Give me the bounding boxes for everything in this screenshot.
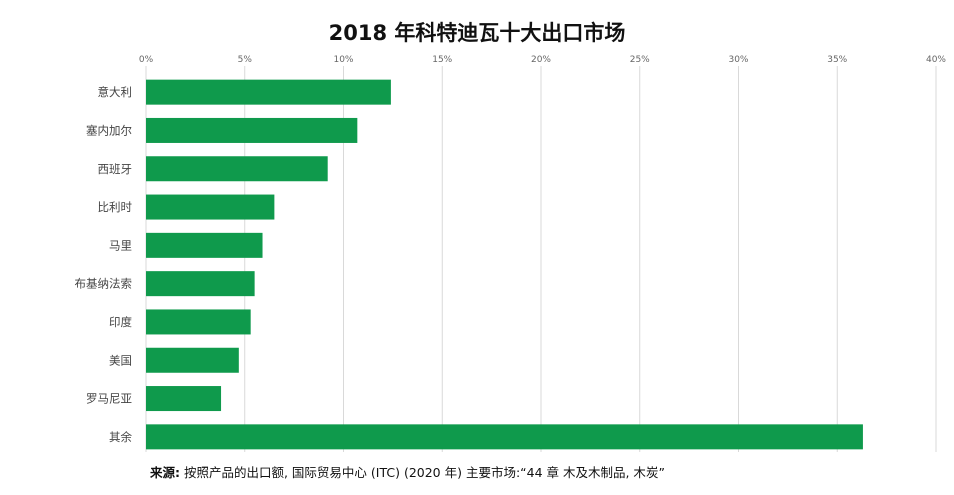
x-tick-label: 30%: [728, 55, 748, 65]
chart-title: 2018 年科特迪瓦十大出口市场: [329, 21, 626, 45]
category-label: 比利时: [98, 200, 133, 214]
bar: [146, 156, 328, 182]
category-label: 其余: [109, 430, 132, 444]
category-label: 美国: [109, 353, 132, 367]
x-tick-label: 25%: [630, 55, 650, 65]
category-label: 意大利: [98, 85, 133, 99]
category-label: 布基纳法索: [75, 277, 133, 291]
x-tick-label: 20%: [531, 55, 551, 65]
source-note: 来源: 按照产品的出口额, 国际贸易中心 (ITC) (2020 年) 主要市场…: [150, 462, 665, 481]
bar: [146, 79, 391, 105]
x-tick-label: 15%: [432, 55, 452, 65]
x-tick-label: 0%: [139, 55, 154, 65]
bar: [146, 232, 263, 258]
x-tick-label: 40%: [926, 55, 946, 65]
bar: [146, 194, 275, 220]
bars: [146, 79, 863, 450]
source-text: 按照产品的出口额, 国际贸易中心 (ITC) (2020 年) 主要市场:“44…: [180, 465, 665, 480]
category-label: 塞内加尔: [86, 123, 132, 137]
bar: [146, 386, 222, 412]
category-label: 马里: [109, 238, 132, 252]
x-axis-ticks: 0% 5% 10% 15% 20% 25% 30% 35% 40%: [139, 55, 947, 65]
source-label: 来源:: [150, 465, 180, 480]
x-tick-label: 35%: [827, 55, 847, 65]
category-label: 西班牙: [98, 162, 133, 176]
category-label: 罗马尼亚: [86, 392, 132, 406]
category-label: 印度: [109, 315, 132, 329]
x-tick-label: 10%: [333, 55, 353, 65]
bar: [146, 347, 239, 373]
bar: [146, 271, 255, 297]
x-tick-label: 5%: [238, 55, 253, 65]
bar: [146, 117, 358, 143]
bar: [146, 309, 251, 335]
bar: [146, 424, 863, 450]
